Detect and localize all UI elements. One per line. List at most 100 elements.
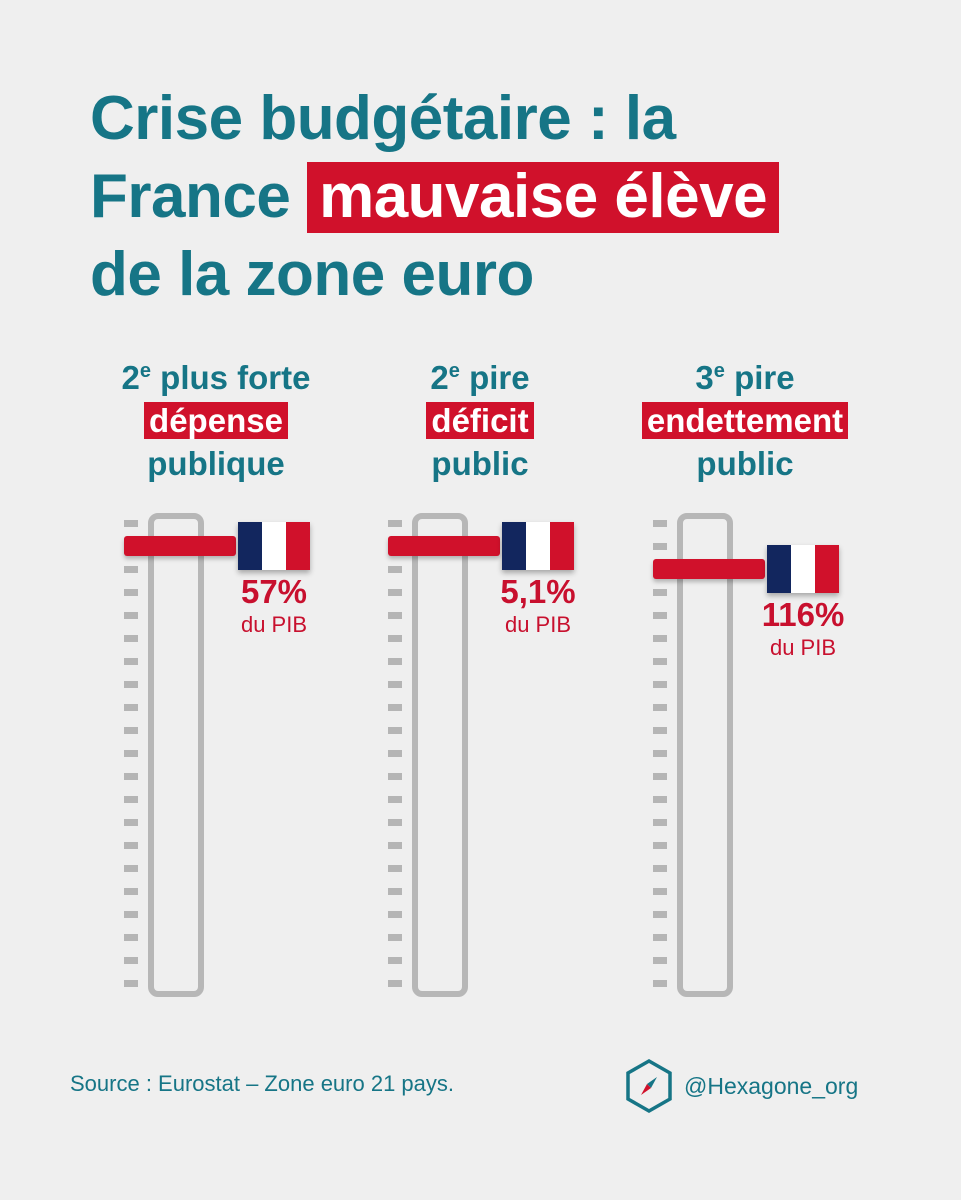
gauge-ticks bbox=[388, 520, 404, 1000]
brand-handle: @Hexagone_org bbox=[684, 1072, 859, 1099]
gauge-depense: 57% du PIB bbox=[124, 510, 364, 1010]
gauge-tick bbox=[653, 888, 667, 895]
gauge-tick bbox=[388, 658, 402, 665]
gauge-tick bbox=[388, 566, 402, 573]
gauge-tick bbox=[124, 520, 138, 527]
header-highlight: endettement bbox=[641, 402, 849, 439]
unit-label: du PIB bbox=[504, 612, 572, 637]
gauge-tick bbox=[653, 589, 667, 596]
rank-number: 3 bbox=[695, 359, 714, 396]
header-highlight: déficit bbox=[426, 402, 534, 439]
gauge-endettement: 116% du PIB bbox=[653, 510, 893, 1010]
gauge-tube bbox=[412, 513, 468, 997]
gauge-tick bbox=[124, 911, 138, 918]
gauge-tick bbox=[653, 842, 667, 849]
gauge-tick bbox=[388, 589, 402, 596]
gauge-tube bbox=[148, 513, 204, 997]
rank-number: 2 bbox=[121, 359, 140, 396]
gauge-tick bbox=[124, 681, 138, 688]
unit-label: du PIB bbox=[240, 612, 308, 637]
column-header-endettement: 3e pire endettement public bbox=[595, 356, 895, 485]
gauge-tick bbox=[653, 727, 667, 734]
gauge-tick bbox=[388, 865, 402, 872]
gauge-tick bbox=[388, 750, 402, 757]
value-label: 116% bbox=[761, 596, 845, 633]
gauge-tick bbox=[653, 865, 667, 872]
header-last: public bbox=[696, 445, 794, 482]
gauge-tick bbox=[124, 612, 138, 619]
gauge-tick bbox=[653, 980, 667, 987]
gauge-tick bbox=[124, 957, 138, 964]
gauge-tube bbox=[677, 513, 733, 997]
gauge-tick bbox=[124, 635, 138, 642]
gauge-tick bbox=[388, 842, 402, 849]
compass-hexagon-icon bbox=[626, 1058, 672, 1114]
gauge-tick bbox=[388, 612, 402, 619]
gauge-tick bbox=[388, 957, 402, 964]
gauge-tick bbox=[388, 888, 402, 895]
value-label: 5,1% bbox=[500, 573, 576, 610]
gauge-tick bbox=[124, 589, 138, 596]
gauge-tick bbox=[124, 658, 138, 665]
france-marker bbox=[124, 536, 236, 556]
title-highlight: mauvaise élève bbox=[307, 162, 780, 233]
gauge-tick bbox=[388, 934, 402, 941]
gauge-tick bbox=[124, 865, 138, 872]
brand[interactable]: @Hexagone_org bbox=[624, 1058, 858, 1114]
gauge-tick bbox=[653, 934, 667, 941]
gauge-tick bbox=[124, 773, 138, 780]
header-text: pire bbox=[734, 359, 795, 396]
gauge-tick bbox=[653, 819, 667, 826]
value-label: 57% bbox=[240, 573, 308, 610]
gauge-tick bbox=[124, 566, 138, 573]
gauge-tick bbox=[124, 980, 138, 987]
header-highlight: dépense bbox=[144, 402, 288, 439]
gauge-ticks bbox=[653, 520, 669, 1000]
gauge-tick bbox=[653, 796, 667, 803]
france-flag-icon bbox=[767, 545, 839, 593]
gauge-tick bbox=[653, 543, 667, 550]
gauge-tick bbox=[653, 520, 667, 527]
gauge-tick bbox=[388, 819, 402, 826]
header-text: pire bbox=[469, 359, 530, 396]
gauge-deficit: 5,1% du PIB bbox=[388, 510, 628, 1010]
source-note: Source : Eurostat – Zone euro 21 pays. bbox=[70, 1071, 455, 1096]
gauge-tick bbox=[653, 612, 667, 619]
gauge-tick bbox=[388, 635, 402, 642]
gauge-tick bbox=[388, 704, 402, 711]
france-marker bbox=[653, 559, 765, 579]
title-line-3: de la zone euro bbox=[90, 240, 534, 309]
rank-suffix: e bbox=[139, 360, 151, 382]
gauge-tick bbox=[124, 842, 138, 849]
unit-label: du PIB bbox=[769, 635, 837, 660]
header-last: public bbox=[431, 445, 529, 482]
column-header-deficit: 2e pire déficit public bbox=[330, 356, 630, 485]
title-line-2-start: France bbox=[90, 162, 291, 231]
gauge-tick bbox=[653, 957, 667, 964]
gauge-tick bbox=[653, 750, 667, 757]
gauge-tick bbox=[653, 635, 667, 642]
gauge-tick bbox=[388, 980, 402, 987]
gauge-tick bbox=[124, 750, 138, 757]
gauge-tick bbox=[124, 704, 138, 711]
gauge-tick bbox=[124, 934, 138, 941]
gauge-tick bbox=[124, 796, 138, 803]
gauge-tick bbox=[124, 727, 138, 734]
gauge-tick bbox=[653, 773, 667, 780]
france-marker bbox=[388, 536, 500, 556]
column-header-depense: 2e plus forte dépense publique bbox=[66, 356, 366, 485]
france-flag-icon bbox=[502, 522, 574, 570]
gauge-tick bbox=[388, 773, 402, 780]
rank-suffix: e bbox=[448, 360, 460, 382]
gauge-tick bbox=[124, 819, 138, 826]
gauge-tick bbox=[653, 911, 667, 918]
gauge-tick bbox=[124, 888, 138, 895]
header-last: publique bbox=[147, 445, 285, 482]
gauge-tick bbox=[653, 681, 667, 688]
gauge-tick bbox=[388, 911, 402, 918]
gauge-tick bbox=[653, 658, 667, 665]
gauge-tick bbox=[388, 727, 402, 734]
france-flag-icon bbox=[238, 522, 310, 570]
gauge-tick bbox=[388, 681, 402, 688]
rank-suffix: e bbox=[713, 360, 725, 382]
